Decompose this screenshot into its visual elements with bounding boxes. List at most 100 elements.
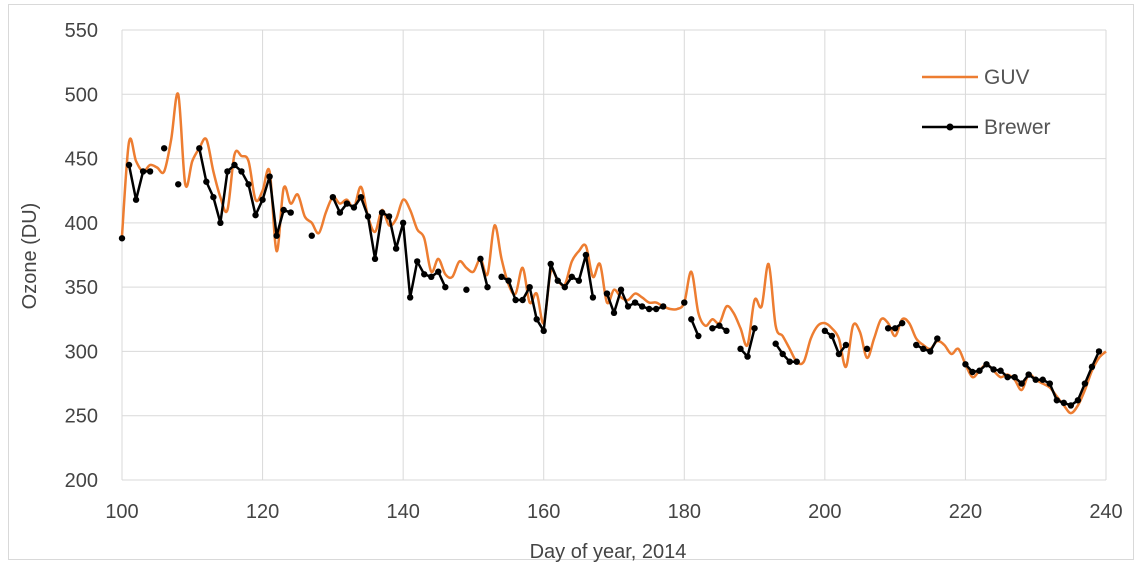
brewer-point (273, 232, 280, 239)
brewer-point (139, 168, 147, 175)
brewer-point (132, 196, 140, 203)
brewer-point (835, 350, 843, 358)
brewer-point (821, 327, 829, 335)
brewer-point (772, 340, 779, 347)
brewer-point (561, 283, 568, 291)
brewer-point (610, 309, 618, 317)
brewer-point (463, 286, 470, 293)
brewer-point (709, 325, 716, 332)
brewer-point (582, 251, 590, 259)
brewer-point (786, 358, 793, 365)
brewer-point (252, 211, 259, 219)
brewer-point (1053, 397, 1061, 404)
y-tick-350: 350 (65, 277, 98, 299)
brewer-point (913, 341, 920, 349)
brewer-point (723, 327, 730, 335)
brewer-point (385, 213, 393, 220)
brewer-point (280, 206, 287, 214)
brewer-point (589, 294, 597, 301)
brewer-point (737, 345, 744, 353)
x-tick-180: 180 (668, 501, 701, 523)
brewer-point (1088, 363, 1096, 371)
brewer-point (210, 193, 217, 201)
series-brewer-segment (479, 258, 489, 288)
y-tick-250: 250 (65, 406, 98, 428)
brewer-point (1095, 348, 1103, 355)
brewer-point (976, 367, 983, 374)
brewer-point (259, 196, 266, 203)
brewer-point (681, 299, 688, 306)
brewer-point (336, 209, 344, 216)
chart-frame (8, 4, 1134, 560)
brewer-point (1060, 399, 1068, 407)
y-tick-labels: 200 250 300 350 400 450 500 550 (65, 20, 98, 492)
brewer-point (660, 303, 667, 310)
brewer-point (364, 213, 372, 220)
brewer-point (357, 193, 365, 201)
brewer-point (329, 193, 337, 201)
y-tick-450: 450 (65, 149, 98, 171)
brewer-point (554, 277, 561, 284)
brewer-point (196, 145, 203, 152)
y-tick-500: 500 (65, 84, 98, 106)
x-axis-title: Day of year, 2014 (530, 541, 687, 563)
brewer-point (435, 268, 442, 275)
brewer-point (638, 303, 646, 310)
brewer-point (1046, 380, 1053, 387)
brewer-point (392, 245, 400, 252)
brewer-point (512, 296, 519, 304)
brewer-point (990, 366, 997, 373)
series-brewer-segment (331, 195, 447, 299)
legend-guv-label: GUV (984, 66, 1030, 89)
x-tick-220: 220 (949, 501, 982, 523)
brewer-point (519, 296, 526, 304)
series-brewer-segment (824, 329, 847, 356)
brewer-point (203, 178, 210, 185)
brewer-point (146, 168, 154, 175)
legend-brewer-label: Brewer (984, 116, 1051, 139)
brewer-point (884, 325, 892, 332)
brewer-point (399, 219, 407, 227)
x-tick-100: 100 (105, 501, 138, 523)
brewer-point (744, 353, 751, 360)
brewer-point (505, 277, 512, 284)
brewer-point (547, 260, 554, 268)
brewer-point (751, 325, 758, 332)
legend: GUV Brewer (922, 66, 1051, 139)
brewer-point (1067, 402, 1075, 409)
brewer-point (688, 316, 695, 323)
brewer-point (287, 209, 294, 216)
brewer-point (898, 319, 906, 327)
brewer-point (828, 332, 836, 340)
brewer-point (498, 273, 505, 281)
y-tick-400: 400 (65, 213, 98, 235)
x-tick-140: 140 (386, 501, 419, 523)
brewer-point (526, 283, 533, 291)
brewer-point (1011, 373, 1018, 381)
brewer-point (1004, 373, 1011, 381)
brewer-point (118, 235, 126, 242)
series-layer (118, 92, 1107, 415)
brewer-point (927, 348, 934, 355)
brewer-point (920, 345, 927, 353)
brewer-point (962, 361, 969, 368)
brewer-point (224, 168, 231, 175)
brewer-point (652, 305, 660, 313)
y-tick-300: 300 (65, 341, 98, 363)
series-brewer-segment (198, 148, 292, 237)
brewer-point (371, 255, 379, 263)
brewer-point (779, 350, 786, 358)
x-tick-labels: 100 120 140 160 180 200 220 240 (105, 501, 1122, 523)
brewer-point (308, 232, 315, 239)
series-brewer-segment (915, 337, 939, 353)
gridlines (121, 29, 1107, 481)
brewer-point (533, 316, 540, 323)
brewer-point (645, 305, 653, 313)
brewer-point (421, 271, 428, 278)
brewer-point (378, 209, 386, 216)
brewer-point (1025, 371, 1032, 378)
brewer-point (428, 273, 435, 281)
brewer-point (1039, 376, 1046, 383)
y-tick-550: 550 (65, 20, 98, 42)
